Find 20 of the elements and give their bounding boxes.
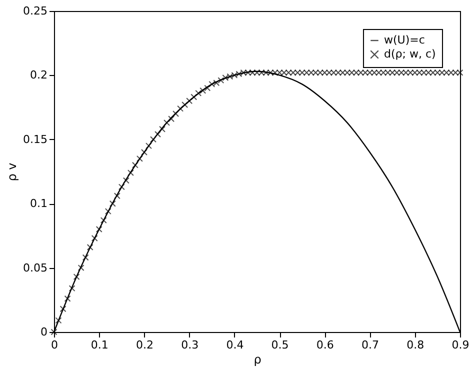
- legend-label: w(U)=c: [384, 34, 425, 46]
- x-tick-label: 0: [51, 338, 58, 352]
- x-tick-label: 0.6: [316, 338, 334, 352]
- y-tick-label: 0.15: [23, 132, 48, 146]
- x-tick-label: 0.3: [181, 338, 199, 352]
- x-tick-label: 0.8: [406, 338, 424, 352]
- y-tick-label: 0: [40, 326, 48, 338]
- x-tick-label: 0.5: [271, 338, 289, 352]
- x-tick-label: 0.7: [362, 338, 380, 352]
- y-tick-label: 0.25: [23, 4, 48, 18]
- legend-label: d(ρ; w, c): [384, 48, 436, 60]
- y-tick-label: 0.2: [30, 68, 48, 82]
- x-axis-title: ρ: [254, 352, 262, 366]
- y-axis-title: ρ v: [5, 162, 20, 182]
- x-tick-label: 0.4: [226, 338, 244, 352]
- y-tick-label: 0.05: [23, 261, 48, 274]
- x-tick-label: 0.2: [136, 338, 154, 352]
- y-tick-label: 0.1: [30, 197, 48, 210]
- x-tick-label: 0.1: [90, 338, 108, 352]
- x-tick-label: 0.9: [452, 338, 470, 352]
